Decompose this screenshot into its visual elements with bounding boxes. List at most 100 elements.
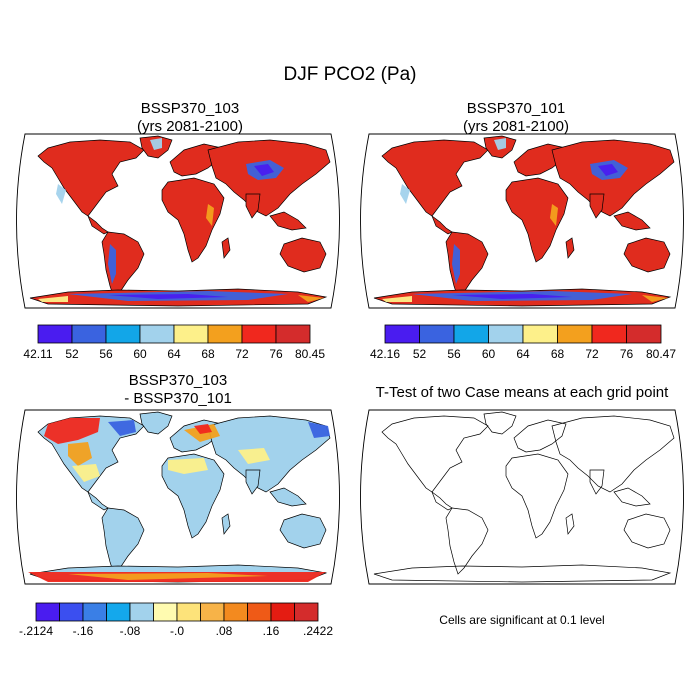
- panel-3-colorbar-box: [294, 602, 319, 622]
- panel-2-colorbar-label: 64: [516, 347, 530, 361]
- panel-1-colorbar-box: [105, 324, 141, 344]
- panel-4-title: T-Test of two Case means at each grid po…: [352, 384, 692, 402]
- panel-2-land-africa: [505, 177, 569, 263]
- panel-4-land-madagascar: [565, 513, 575, 535]
- panel-2-colorbar-label: 76: [619, 347, 634, 361]
- panel-1-map-border: [16, 133, 340, 309]
- panel-1-colorbar-label: 52: [65, 347, 79, 361]
- panel-2-antarctic-min: [452, 294, 572, 299]
- panel-4-note: Cells are significant at 0.1 level: [439, 613, 605, 627]
- panel-2-rockies-low: [400, 184, 410, 204]
- panel-3-usa-mid: [72, 464, 100, 482]
- panel-2-colorbar-box: [488, 324, 524, 344]
- panel-2-colorbar-label: 42.16: [369, 347, 401, 361]
- panel-2-title: BSSP370_101 (yrs 2081-2100): [346, 100, 686, 136]
- panel-3-colorbar-label: .2422: [302, 624, 334, 638]
- panel-2-andes-low: [452, 244, 460, 284]
- panel-3-colorbar-box: [59, 602, 84, 622]
- panel-4-land-greenland: [483, 411, 517, 435]
- panel-1-antarctic-edge-w: [38, 296, 68, 302]
- panel-2-land-india: [589, 193, 605, 219]
- panel-3-europe-max: [194, 424, 212, 434]
- panel-2-colorbar-box: [522, 324, 558, 344]
- panel-1-map: [16, 133, 340, 309]
- panel-2-colorbar-label: 60: [481, 347, 496, 361]
- panel-3-title-line1: BSSP370_103: [128, 372, 228, 389]
- panel-3-colorbar-label: -.08: [119, 624, 141, 638]
- panel-1-colorbar-box: [241, 324, 277, 344]
- panel-3-colorbar-box: [129, 602, 154, 622]
- panel-1-colorbar-box: [139, 324, 175, 344]
- panel-3-casia: [238, 448, 270, 464]
- panel-3-land-seasia: [269, 487, 307, 507]
- panel-3-colorbar-labels: -.2124 -.16 -.08 -.0 .08 .16 .2422: [19, 624, 333, 640]
- panel-1-colorbar-label: 72: [235, 347, 249, 361]
- panel-1-colorbar-label: 42.11: [23, 347, 53, 361]
- panel-2-colorbar-label: 72: [585, 347, 599, 361]
- panel-2-antarctic-edge-e: [642, 295, 668, 302]
- panel-3-map-border: [16, 409, 340, 585]
- panel-4-land-australia: [623, 513, 671, 549]
- panel-2-colorbar-box: [626, 324, 662, 344]
- panel-3-title-line2: - BSSP370_101: [124, 390, 232, 407]
- figure-title: DJF PCO2 (Pa): [283, 64, 417, 85]
- panel-1-land-seasia: [269, 211, 307, 231]
- panel-1-colorbar-label: 76: [269, 347, 283, 361]
- panel-2-tibet-min: [598, 164, 618, 176]
- panel-2-greenland-low: [494, 138, 506, 150]
- panel-3-land-camerica: [87, 490, 109, 511]
- panel-2-colorbar-box: [453, 324, 489, 344]
- panel-2-title-line1: BSSP370_101: [466, 100, 566, 117]
- panel-3-colorbar-box: [247, 602, 272, 622]
- panel-1-colorbar-box: [71, 324, 107, 344]
- panel-2-colorbar-labels: 42.16 52 56 60 64 68 72 76 80.47: [370, 347, 676, 363]
- panel-1-colorbar-label: 68: [201, 347, 215, 361]
- panel-3-colorbar-box: [200, 602, 225, 622]
- panel-1-colorbar-box: [37, 324, 73, 344]
- panel-1-title-line1: BSSP370_103: [140, 100, 240, 117]
- panel-3-colorbar-label: -.2124: [18, 624, 54, 638]
- panel-3-colorbar: [35, 602, 319, 622]
- panel-1-tibet-min: [254, 164, 274, 176]
- panel-3-land-asia: [207, 415, 331, 493]
- panel-3-land-greenland: [139, 411, 173, 435]
- panel-3-map: [16, 409, 340, 585]
- panel-1-land-india: [245, 193, 261, 219]
- panel-3-colorbar-box: [106, 602, 131, 622]
- panel-3-colorbar-box: [270, 602, 295, 622]
- panel-3-land-africa: [161, 453, 225, 539]
- panel-3-colorbar-label: -.16: [72, 624, 94, 638]
- panel-2-colorbar-box: [591, 324, 627, 344]
- panel-3-siberia-low: [308, 422, 330, 438]
- panel-1-colorbar: [37, 324, 311, 344]
- panel-4-land-india: [589, 469, 605, 495]
- panel-1-antarctic-min: [108, 294, 228, 299]
- panel-4-land-seasia: [613, 487, 651, 507]
- panel-4-map-border: [360, 409, 684, 585]
- panel-1-land-australia: [279, 237, 327, 273]
- panel-2-colorbar-label: 56: [447, 347, 461, 361]
- panel-3-land-madagascar: [221, 513, 231, 535]
- panel-2-colorbar-box: [384, 324, 420, 344]
- panel-4-land-africa: [505, 453, 569, 539]
- panel-3-land-australia: [279, 513, 327, 549]
- panel-2-eafrica-mid: [550, 204, 558, 226]
- panel-2-antarctic-edge-w: [382, 296, 412, 302]
- panel-2-colorbar: [384, 324, 662, 344]
- panel-2-map-border: [360, 133, 684, 309]
- panel-1-colorbar-box: [207, 324, 243, 344]
- panel-4-land-asia: [551, 415, 675, 493]
- panel-3-land-india: [245, 469, 261, 495]
- panel-1-colorbar-label: 60: [133, 347, 147, 361]
- panel-1-colorbar-label: 56: [99, 347, 113, 361]
- panel-3-sahara: [168, 458, 208, 474]
- panel-3-colorbar-label: .16: [262, 624, 280, 638]
- panel-2-colorbar-label: 52: [412, 347, 427, 361]
- panel-3-colorbar-label: .08: [215, 624, 233, 638]
- panel-1-andes-low: [108, 244, 116, 284]
- panel-1-land-namerica: [37, 139, 145, 217]
- panel-1-colorbar-box: [173, 324, 209, 344]
- panel-3-antarctic-mid: [68, 573, 268, 580]
- panel-4-land-namerica: [381, 415, 489, 493]
- panel-1-title: BSSP370_103 (yrs 2081-2100): [20, 100, 360, 136]
